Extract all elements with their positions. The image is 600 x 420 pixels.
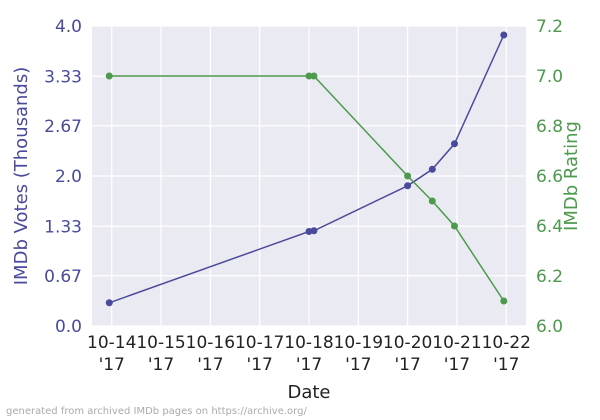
right-tick-label: 7.2 <box>536 17 563 37</box>
x-tick-year-label: '17 <box>345 355 371 375</box>
x-tick-label: 10-21 <box>432 333 481 353</box>
x-tick-year-label: '17 <box>99 355 125 375</box>
left-tick-label: 1.33 <box>44 217 82 237</box>
right-axis-title: IMDb Rating <box>561 121 582 231</box>
x-tick-label: 10-17 <box>235 333 284 353</box>
series-point-left <box>428 165 436 173</box>
x-tick-label: 10-19 <box>334 333 383 353</box>
series-point-right <box>450 222 458 230</box>
footer-note: generated from archived IMDb pages on ht… <box>6 406 307 417</box>
x-tick-label: 10-15 <box>136 333 185 353</box>
left-tick-label: 3.33 <box>44 67 82 87</box>
series-point-left <box>105 299 113 307</box>
series-point-right <box>310 72 318 80</box>
x-tick-label: 10-16 <box>186 333 235 353</box>
series-point-right <box>305 72 313 80</box>
x-axis-title: Date <box>287 382 330 403</box>
series-point-right <box>105 72 113 80</box>
series-point-left <box>500 31 508 39</box>
left-tick-label: 2.67 <box>44 117 82 137</box>
series-point-left <box>404 182 412 190</box>
left-tick-label: 2.0 <box>55 167 82 187</box>
series-point-right <box>404 172 412 180</box>
x-tick-year-label: '17 <box>197 355 223 375</box>
x-tick-label: 10-14 <box>87 333 136 353</box>
right-tick-label: 6.4 <box>536 217 563 237</box>
x-tick-label: 10-18 <box>284 333 333 353</box>
right-tick-label: 6.6 <box>536 167 563 187</box>
left-tick-label: 0.67 <box>44 267 82 287</box>
left-axis-title: IMDb Votes (Thousands) <box>11 67 32 286</box>
x-tick-year-label: '17 <box>444 355 470 375</box>
x-tick-label: 10-22 <box>482 333 531 353</box>
series-point-right <box>428 197 436 205</box>
series-point-left <box>450 140 458 148</box>
x-axis-ticks: 10-14'1710-15'1710-16'1710-17'1710-18'17… <box>87 333 531 375</box>
left-tick-label: 0.0 <box>55 317 82 337</box>
right-tick-label: 6.8 <box>536 117 563 137</box>
x-tick-year-label: '17 <box>247 355 273 375</box>
series-point-right <box>500 297 508 305</box>
right-tick-label: 6.0 <box>536 317 563 337</box>
x-tick-year-label: '17 <box>148 355 174 375</box>
x-tick-year-label: '17 <box>493 355 519 375</box>
series-point-left <box>310 227 318 235</box>
right-tick-label: 6.2 <box>536 267 563 287</box>
x-tick-label: 10-20 <box>383 333 432 353</box>
left-axis-ticks: 0.0 0.67 1.33 2.0 2.67 3.33 4.0 <box>44 17 82 337</box>
series-layer <box>105 31 508 307</box>
x-tick-year-label: '17 <box>296 355 322 375</box>
x-tick-year-label: '17 <box>394 355 420 375</box>
right-axis-ticks: 6.0 6.2 6.4 6.6 6.8 7.0 7.2 <box>536 17 563 337</box>
left-tick-label: 4.0 <box>55 17 82 37</box>
right-tick-label: 7.0 <box>536 67 563 87</box>
